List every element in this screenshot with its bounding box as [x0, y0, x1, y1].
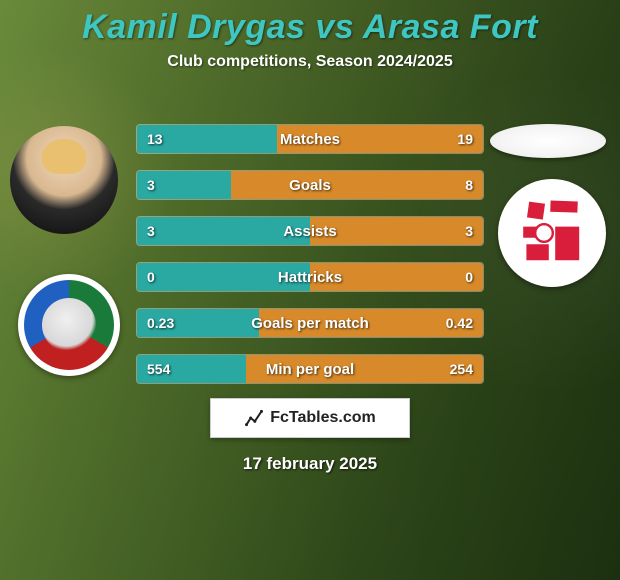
lion-icon	[42, 298, 96, 352]
brand-badge: FcTables.com	[210, 398, 410, 438]
chart-icon	[244, 408, 264, 428]
stat-bar-right	[310, 263, 483, 291]
stat-bar-left	[137, 263, 310, 291]
stat-bar-right	[259, 309, 483, 337]
stats-bars: Matches1319 Goals38 Assists33 Hattricks00 Go…	[136, 124, 484, 400]
stat-bar-left	[137, 125, 277, 153]
page-subtitle: Club competitions, Season 2024/2025	[0, 53, 620, 71]
stat-row: Matches1319	[136, 124, 484, 154]
stat-row: Hattricks00	[136, 262, 484, 292]
stat-bar-left	[137, 171, 231, 199]
page-title: Kamil Drygas vs Arasa Fort	[0, 0, 620, 47]
stat-bar-right	[246, 355, 483, 383]
stat-row: Min per goal554254	[136, 354, 484, 384]
stat-bar-left	[137, 355, 246, 383]
brand-text: FcTables.com	[270, 409, 376, 427]
club-badge-left	[18, 274, 120, 376]
stat-bar-right	[231, 171, 483, 199]
stat-bar-right	[310, 217, 483, 245]
stat-row: Goals38	[136, 170, 484, 200]
club-badge-right	[498, 179, 606, 287]
stat-bar-left	[137, 309, 259, 337]
footer-date: 17 february 2025	[0, 454, 620, 474]
stat-bar-right	[277, 125, 483, 153]
stat-row: Goals per match0.230.42	[136, 308, 484, 338]
player-photo-left	[10, 126, 118, 234]
stat-bar-left	[137, 217, 310, 245]
stat-row: Assists33	[136, 216, 484, 246]
player-photo-right-placeholder	[490, 124, 606, 158]
